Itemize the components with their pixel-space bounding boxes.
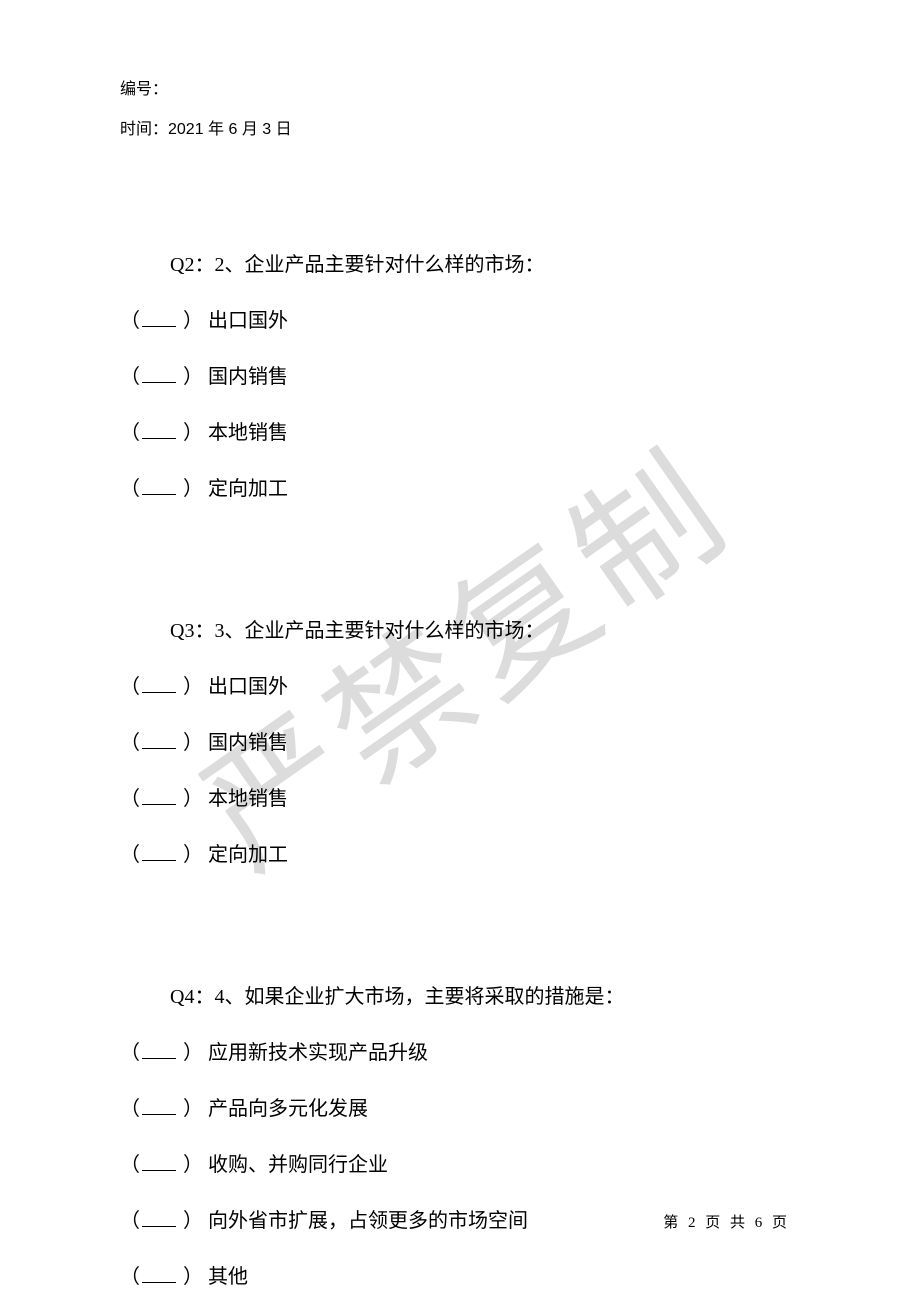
option-text: 定向加工 <box>208 844 288 866</box>
document-content: 编号： 时间：2021 年 6 月 3 日 Q2：2、企业产品主要针对什么样的市… <box>0 0 920 1293</box>
option-text: 出口国外 <box>208 310 288 332</box>
option-blank[interactable] <box>142 692 176 693</box>
question-q3: Q3：3、企业产品主要针对什么样的市场： （ ） 出口国外 （ ） 国内销售 （… <box>120 615 800 871</box>
option-text: 定向加工 <box>208 478 288 500</box>
option-text: 向外省市扩展，占领更多的市场空间 <box>208 1210 528 1232</box>
question-q4: Q4：4、如果企业扩大市场，主要将采取的措施是： （ ） 应用新技术实现产品升级… <box>120 981 800 1293</box>
option-text: 收购、并购同行企业 <box>208 1154 388 1176</box>
option-blank[interactable] <box>142 1170 176 1171</box>
option-blank[interactable] <box>142 438 176 439</box>
option-line: （ ） 本地销售 <box>120 417 800 449</box>
option-text: 本地销售 <box>208 422 288 444</box>
option-line: （ ） 定向加工 <box>120 473 800 505</box>
option-text: 国内销售 <box>208 366 288 388</box>
option-text: 出口国外 <box>208 676 288 698</box>
option-blank[interactable] <box>142 860 176 861</box>
option-blank[interactable] <box>142 382 176 383</box>
question-q2: Q2：2、企业产品主要针对什么样的市场： （ ） 出口国外 （ ） 国内销售 （… <box>120 249 800 505</box>
header-serial: 编号： <box>120 75 800 99</box>
header-date: 时间：2021 年 6 月 3 日 <box>120 115 800 139</box>
question-title: Q2：2、企业产品主要针对什么样的市场： <box>170 249 800 281</box>
option-blank[interactable] <box>142 1058 176 1059</box>
question-title: Q4：4、如果企业扩大市场，主要将采取的措施是： <box>170 981 800 1013</box>
option-line: （ ） 国内销售 <box>120 361 800 393</box>
option-line: （ ） 收购、并购同行企业 <box>120 1149 800 1181</box>
option-text: 国内销售 <box>208 732 288 754</box>
option-blank[interactable] <box>142 326 176 327</box>
option-blank[interactable] <box>142 1114 176 1115</box>
option-blank[interactable] <box>142 494 176 495</box>
option-text: 应用新技术实现产品升级 <box>208 1042 428 1064</box>
option-blank[interactable] <box>142 1226 176 1227</box>
option-line: （ ） 出口国外 <box>120 671 800 703</box>
option-line: （ ） 产品向多元化发展 <box>120 1093 800 1125</box>
option-blank[interactable] <box>142 804 176 805</box>
option-line: （ ） 应用新技术实现产品升级 <box>120 1037 800 1069</box>
option-line: （ ） 其他 <box>120 1261 800 1293</box>
option-text: 其他 <box>208 1266 248 1288</box>
option-line: （ ） 国内销售 <box>120 727 800 759</box>
option-line: （ ） 向外省市扩展，占领更多的市场空间 <box>120 1205 800 1237</box>
option-line: （ ） 出口国外 <box>120 305 800 337</box>
option-line: （ ） 本地销售 <box>120 783 800 815</box>
option-blank[interactable] <box>142 1282 176 1283</box>
option-blank[interactable] <box>142 748 176 749</box>
option-text: 产品向多元化发展 <box>208 1098 368 1120</box>
question-title: Q3：3、企业产品主要针对什么样的市场： <box>170 615 800 647</box>
option-line: （ ） 定向加工 <box>120 839 800 871</box>
option-text: 本地销售 <box>208 788 288 810</box>
